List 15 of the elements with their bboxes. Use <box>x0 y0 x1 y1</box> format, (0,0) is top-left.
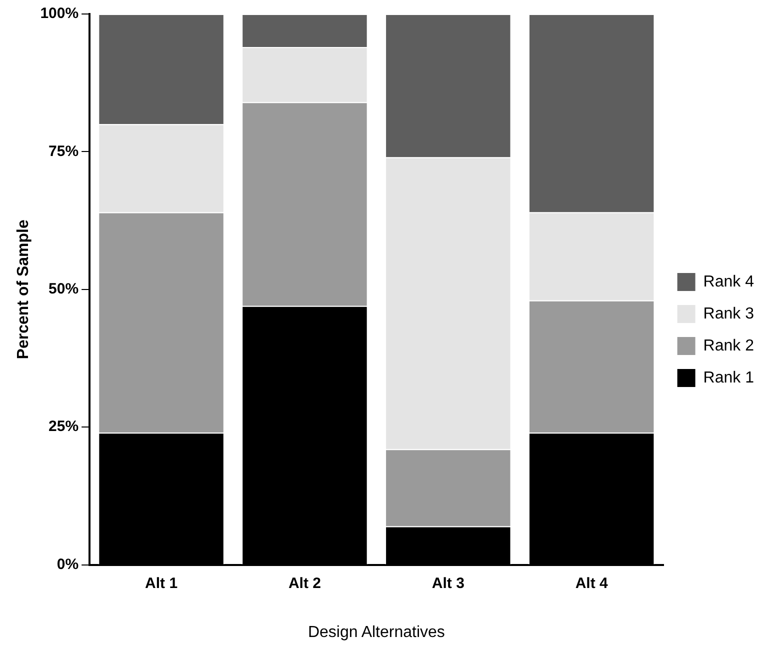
legend-label: Rank 4 <box>703 273 754 290</box>
y-tick-label: 0% <box>56 556 79 573</box>
y-tick-label: 50% <box>48 280 79 298</box>
y-tick-label: 75% <box>48 142 79 160</box>
x-tick-label: Alt 3 <box>432 574 464 592</box>
y-tick-label: 100% <box>40 5 79 22</box>
y-axis-title: Percent of Sample <box>15 220 32 360</box>
x-tick-label: Alt 2 <box>288 574 321 592</box>
y-tick-label: 25% <box>48 418 79 436</box>
x-axis-title: Design Alternatives <box>308 624 445 641</box>
legend-label: Rank 2 <box>703 337 754 354</box>
legend-label: Rank 1 <box>703 369 754 386</box>
legend-label: Rank 3 <box>703 305 754 322</box>
x-tick-label: Alt 1 <box>145 574 178 592</box>
x-tick-label: Alt 4 <box>575 574 608 592</box>
